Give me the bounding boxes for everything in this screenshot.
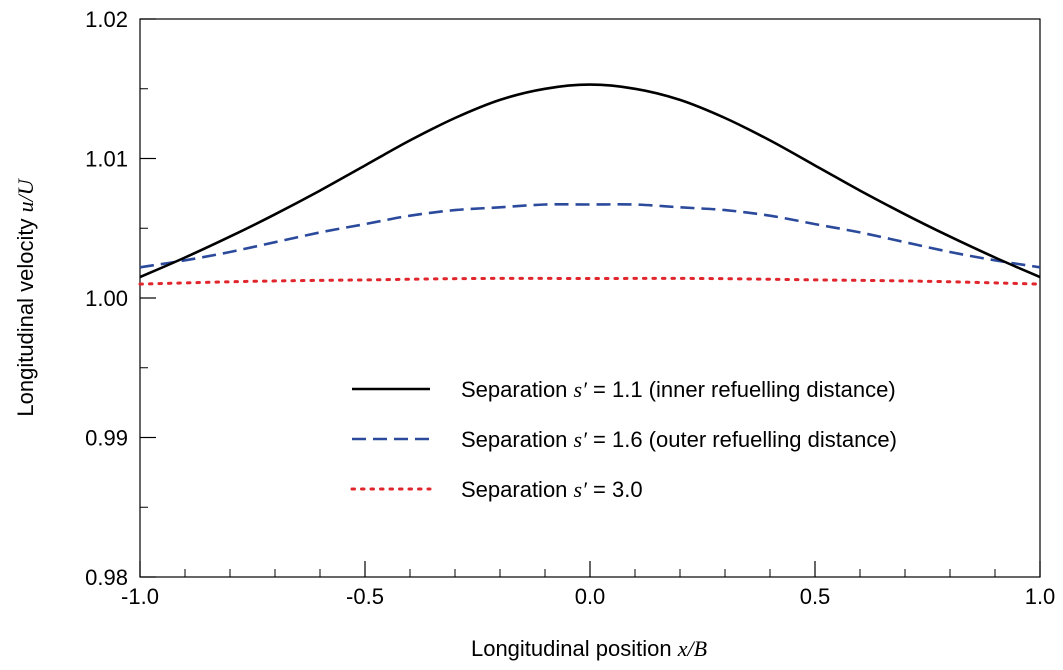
x-axis-title: Longitudinal position x/B: [471, 636, 707, 661]
series-line-2: [139, 203, 1041, 269]
x-tick-label: 1.0: [1025, 584, 1056, 609]
y-tick-label: 1.01: [85, 147, 128, 172]
legend-label-1: Separation s′ = 1.1 (inner refuelling di…: [461, 377, 896, 402]
x-tick-label: -0.5: [346, 584, 384, 609]
series-line-3: [138, 276, 1042, 286]
x-tick-label: -1.0: [121, 584, 159, 609]
y-axis-title: Longitudinal velocity u/U: [13, 177, 38, 416]
x-tick-label: 0.5: [800, 584, 831, 609]
x-tick-label: 0.0: [575, 584, 606, 609]
legend-label-3: Separation s′ = 3.0: [461, 477, 643, 502]
plot-frame: [139, 18, 1041, 578]
legend: Separation s′ = 1.1 (inner refuelling di…: [350, 377, 897, 502]
y-tick-label: 1.02: [85, 7, 128, 32]
legend-label-2: Separation s′ = 1.6 (outer refuelling di…: [461, 427, 897, 452]
y-tick-labels: 0.98 0.99 1.00 1.01 1.02: [85, 7, 128, 590]
minor-ticks: [140, 88, 996, 577]
y-tick-label: 0.98: [85, 565, 128, 590]
y-tick-label: 1.00: [85, 286, 128, 311]
x-tick-labels: -1.0 -0.5 0.0 0.5 1.0: [121, 584, 1055, 609]
series-line-1: [139, 83, 1041, 279]
y-tick-label: 0.99: [85, 426, 128, 451]
series-layer: [138, 83, 1042, 286]
